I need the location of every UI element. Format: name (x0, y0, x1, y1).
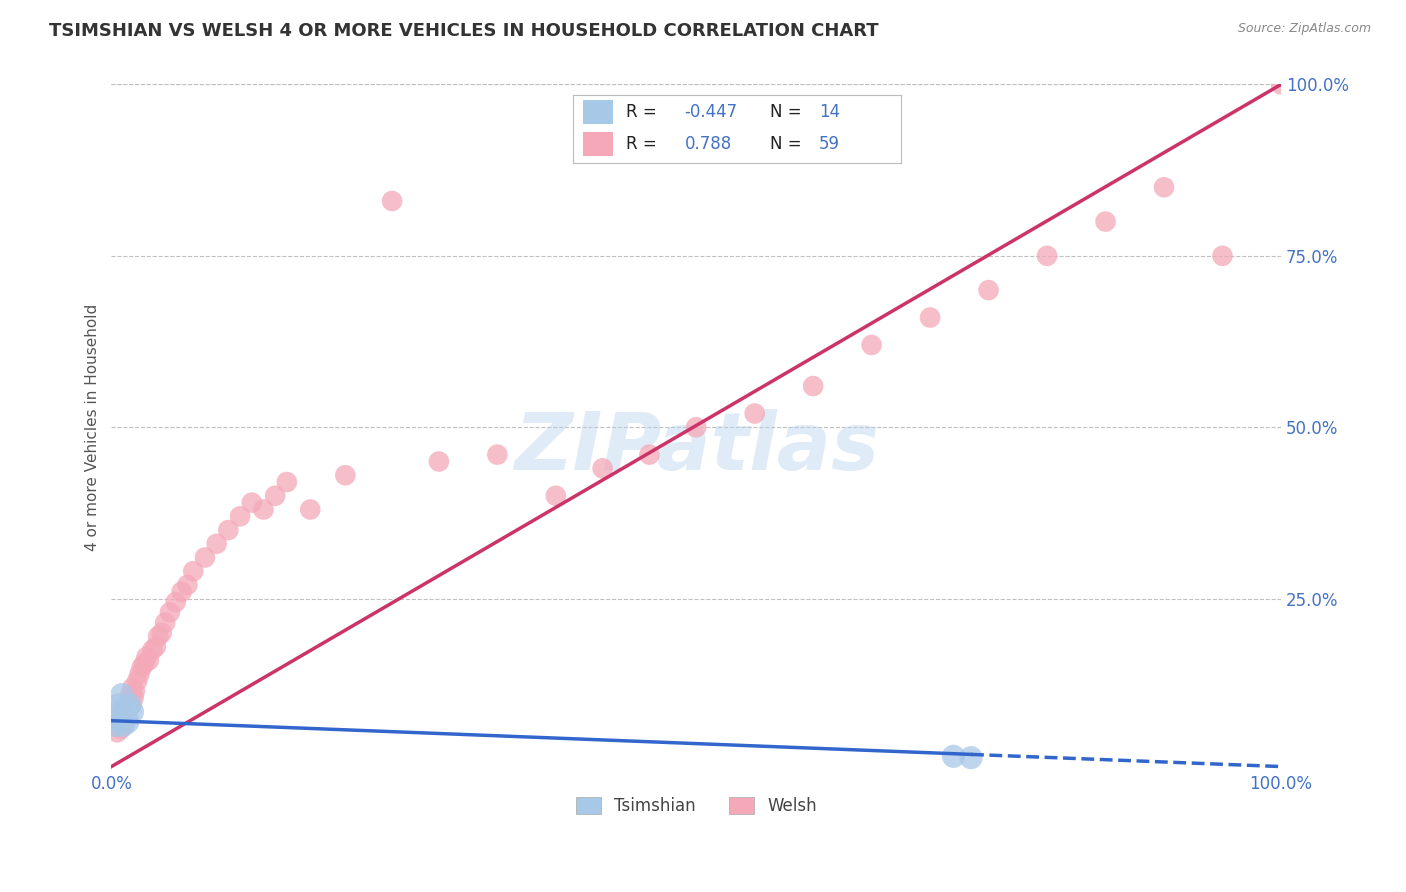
Point (1211, 249, 1233, 263)
Point (108, 712, 131, 726)
Point (685, 420, 707, 434)
Point (105, 705, 128, 719)
Point (104, 718, 127, 732)
Point (335, 468, 357, 483)
Point (276, 475, 298, 489)
Point (107, 698, 129, 712)
Point (592, 461, 614, 475)
Point (860, 338, 883, 352)
Point (264, 489, 287, 503)
Point (217, 523, 239, 537)
Point (194, 550, 217, 565)
Point (111, 705, 134, 719)
Point (638, 448, 661, 462)
Point (112, 718, 135, 732)
Text: ZIPatlas: ZIPatlas (513, 409, 879, 487)
Point (145, 640, 167, 654)
Point (1270, 78, 1292, 92)
Point (181, 564, 204, 578)
Point (486, 448, 509, 462)
Point (122, 691, 145, 706)
Point (801, 379, 824, 393)
Point (112, 708, 135, 723)
Point (138, 653, 160, 667)
Point (135, 649, 157, 664)
Point (112, 714, 135, 729)
Point (111, 688, 134, 702)
Point (240, 495, 263, 509)
Point (120, 698, 142, 712)
Point (1036, 249, 1059, 263)
Point (299, 502, 322, 516)
Point (131, 660, 153, 674)
Point (942, 749, 965, 764)
Point (105, 712, 128, 726)
Point (920, 310, 942, 325)
Point (176, 578, 198, 592)
Text: Source: ZipAtlas.com: Source: ZipAtlas.com (1237, 22, 1371, 36)
Point (205, 537, 228, 551)
Point (120, 688, 142, 702)
Point (105, 725, 128, 739)
Point (134, 657, 156, 671)
Point (381, 194, 404, 208)
Point (155, 615, 177, 630)
Point (1153, 180, 1175, 194)
Y-axis label: 4 or more Vehicles in Household: 4 or more Vehicles in Household (86, 303, 100, 551)
Legend: Tsimshian, Welsh: Tsimshian, Welsh (567, 789, 825, 823)
Point (108, 708, 131, 723)
Point (165, 595, 187, 609)
Point (121, 705, 143, 719)
Point (977, 283, 1000, 297)
Point (141, 643, 163, 657)
Point (150, 626, 173, 640)
Point (960, 750, 983, 764)
Point (117, 712, 139, 726)
Point (252, 502, 274, 516)
Point (115, 698, 138, 712)
Point (124, 684, 146, 698)
Point (744, 407, 766, 421)
Point (229, 509, 252, 524)
Point (110, 722, 132, 736)
Point (1094, 214, 1116, 228)
Point (148, 629, 170, 643)
Point (544, 489, 567, 503)
Point (114, 701, 136, 715)
Point (159, 605, 181, 619)
Point (107, 718, 129, 732)
Point (120, 698, 142, 712)
Point (121, 681, 143, 695)
Point (110, 712, 132, 726)
Point (117, 714, 139, 729)
Text: TSIMSHIAN VS WELSH 4 OR MORE VEHICLES IN HOUSEHOLD CORRELATION CHART: TSIMSHIAN VS WELSH 4 OR MORE VEHICLES IN… (49, 22, 879, 40)
Point (128, 667, 150, 681)
Point (127, 673, 149, 688)
Point (170, 584, 193, 599)
Point (118, 694, 141, 708)
Point (427, 454, 450, 468)
Point (114, 701, 136, 715)
